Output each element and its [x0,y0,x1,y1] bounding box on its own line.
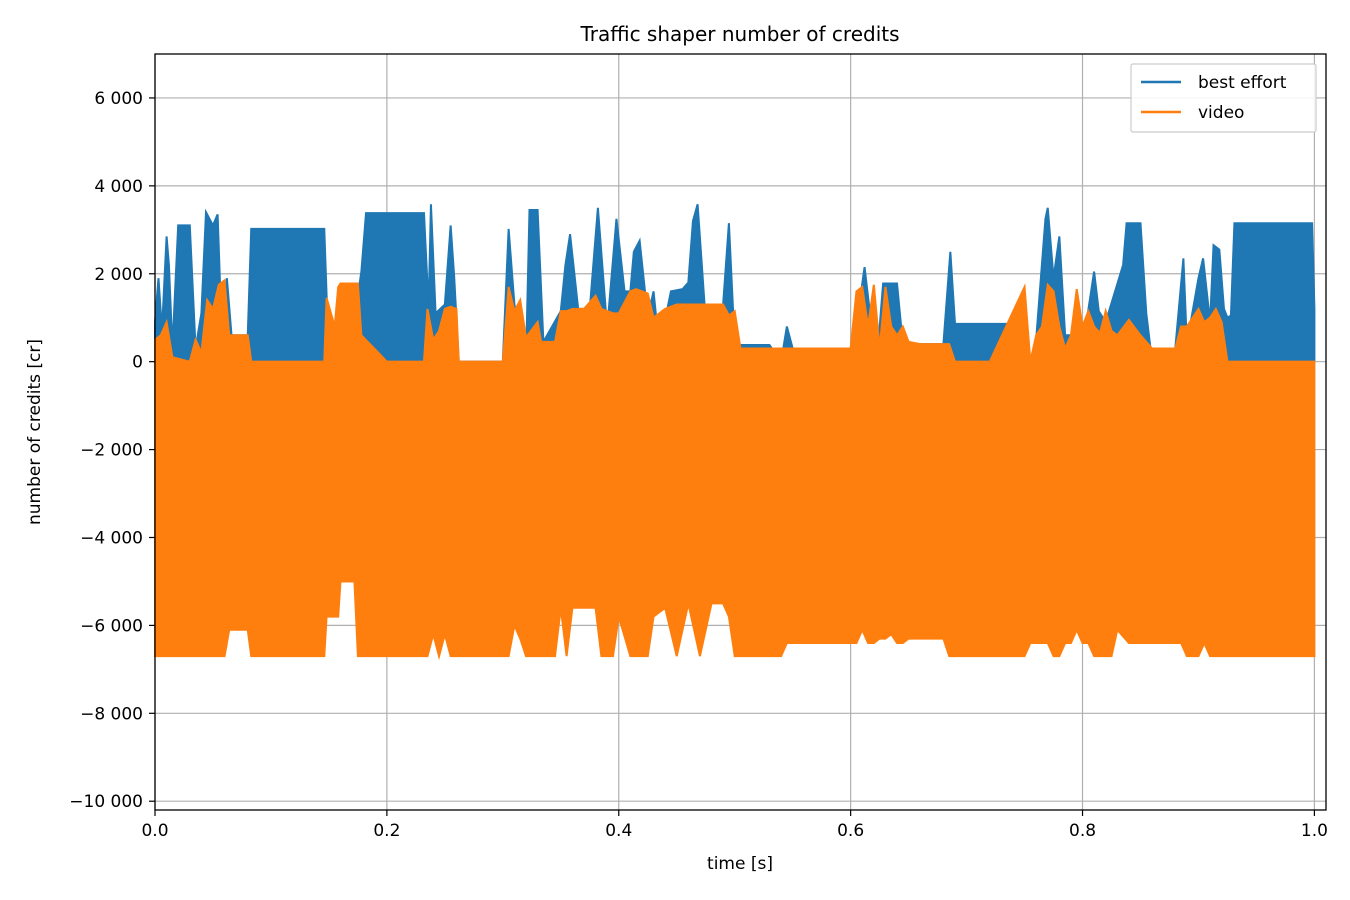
y-axis-label: number of credits [cr] [25,339,45,525]
x-tick-label: 1.0 [1301,821,1328,841]
y-tick-label: −4 000 [80,528,143,548]
plot-frame [154,53,1327,811]
x-tick-label: 0.8 [1069,821,1096,841]
chart-title: Traffic shaper number of credits [579,22,899,46]
x-tick-label: 0.2 [373,821,400,841]
series-area [154,278,1316,661]
x-tick-label: 0.0 [141,821,168,841]
y-tick-label: 6 000 [94,89,143,109]
legend-label: video [1198,103,1244,123]
y-tick-label: −10 000 [69,792,143,812]
y-tick-label: −6 000 [80,616,143,636]
series-video [154,278,1316,661]
x-tick-label: 0.6 [837,821,864,841]
x-axis-label: time [s] [707,854,773,874]
legend-label: best effort [1198,73,1287,93]
y-tick-label: 4 000 [94,177,143,197]
x-tick-label: 0.4 [605,821,632,841]
y-tick-label: −8 000 [80,704,143,724]
legend: best effort video [1130,63,1317,133]
y-tick-label: 2 000 [94,265,143,285]
series-layer [154,204,1316,661]
y-tick-label: −2 000 [80,441,143,461]
y-tick-label: 0 [132,353,143,373]
axes: 0.0 0.2 0.4 0.6 0.8 1.0 6 000 4 000 2 000 0 −2 000… [69,53,1328,841]
